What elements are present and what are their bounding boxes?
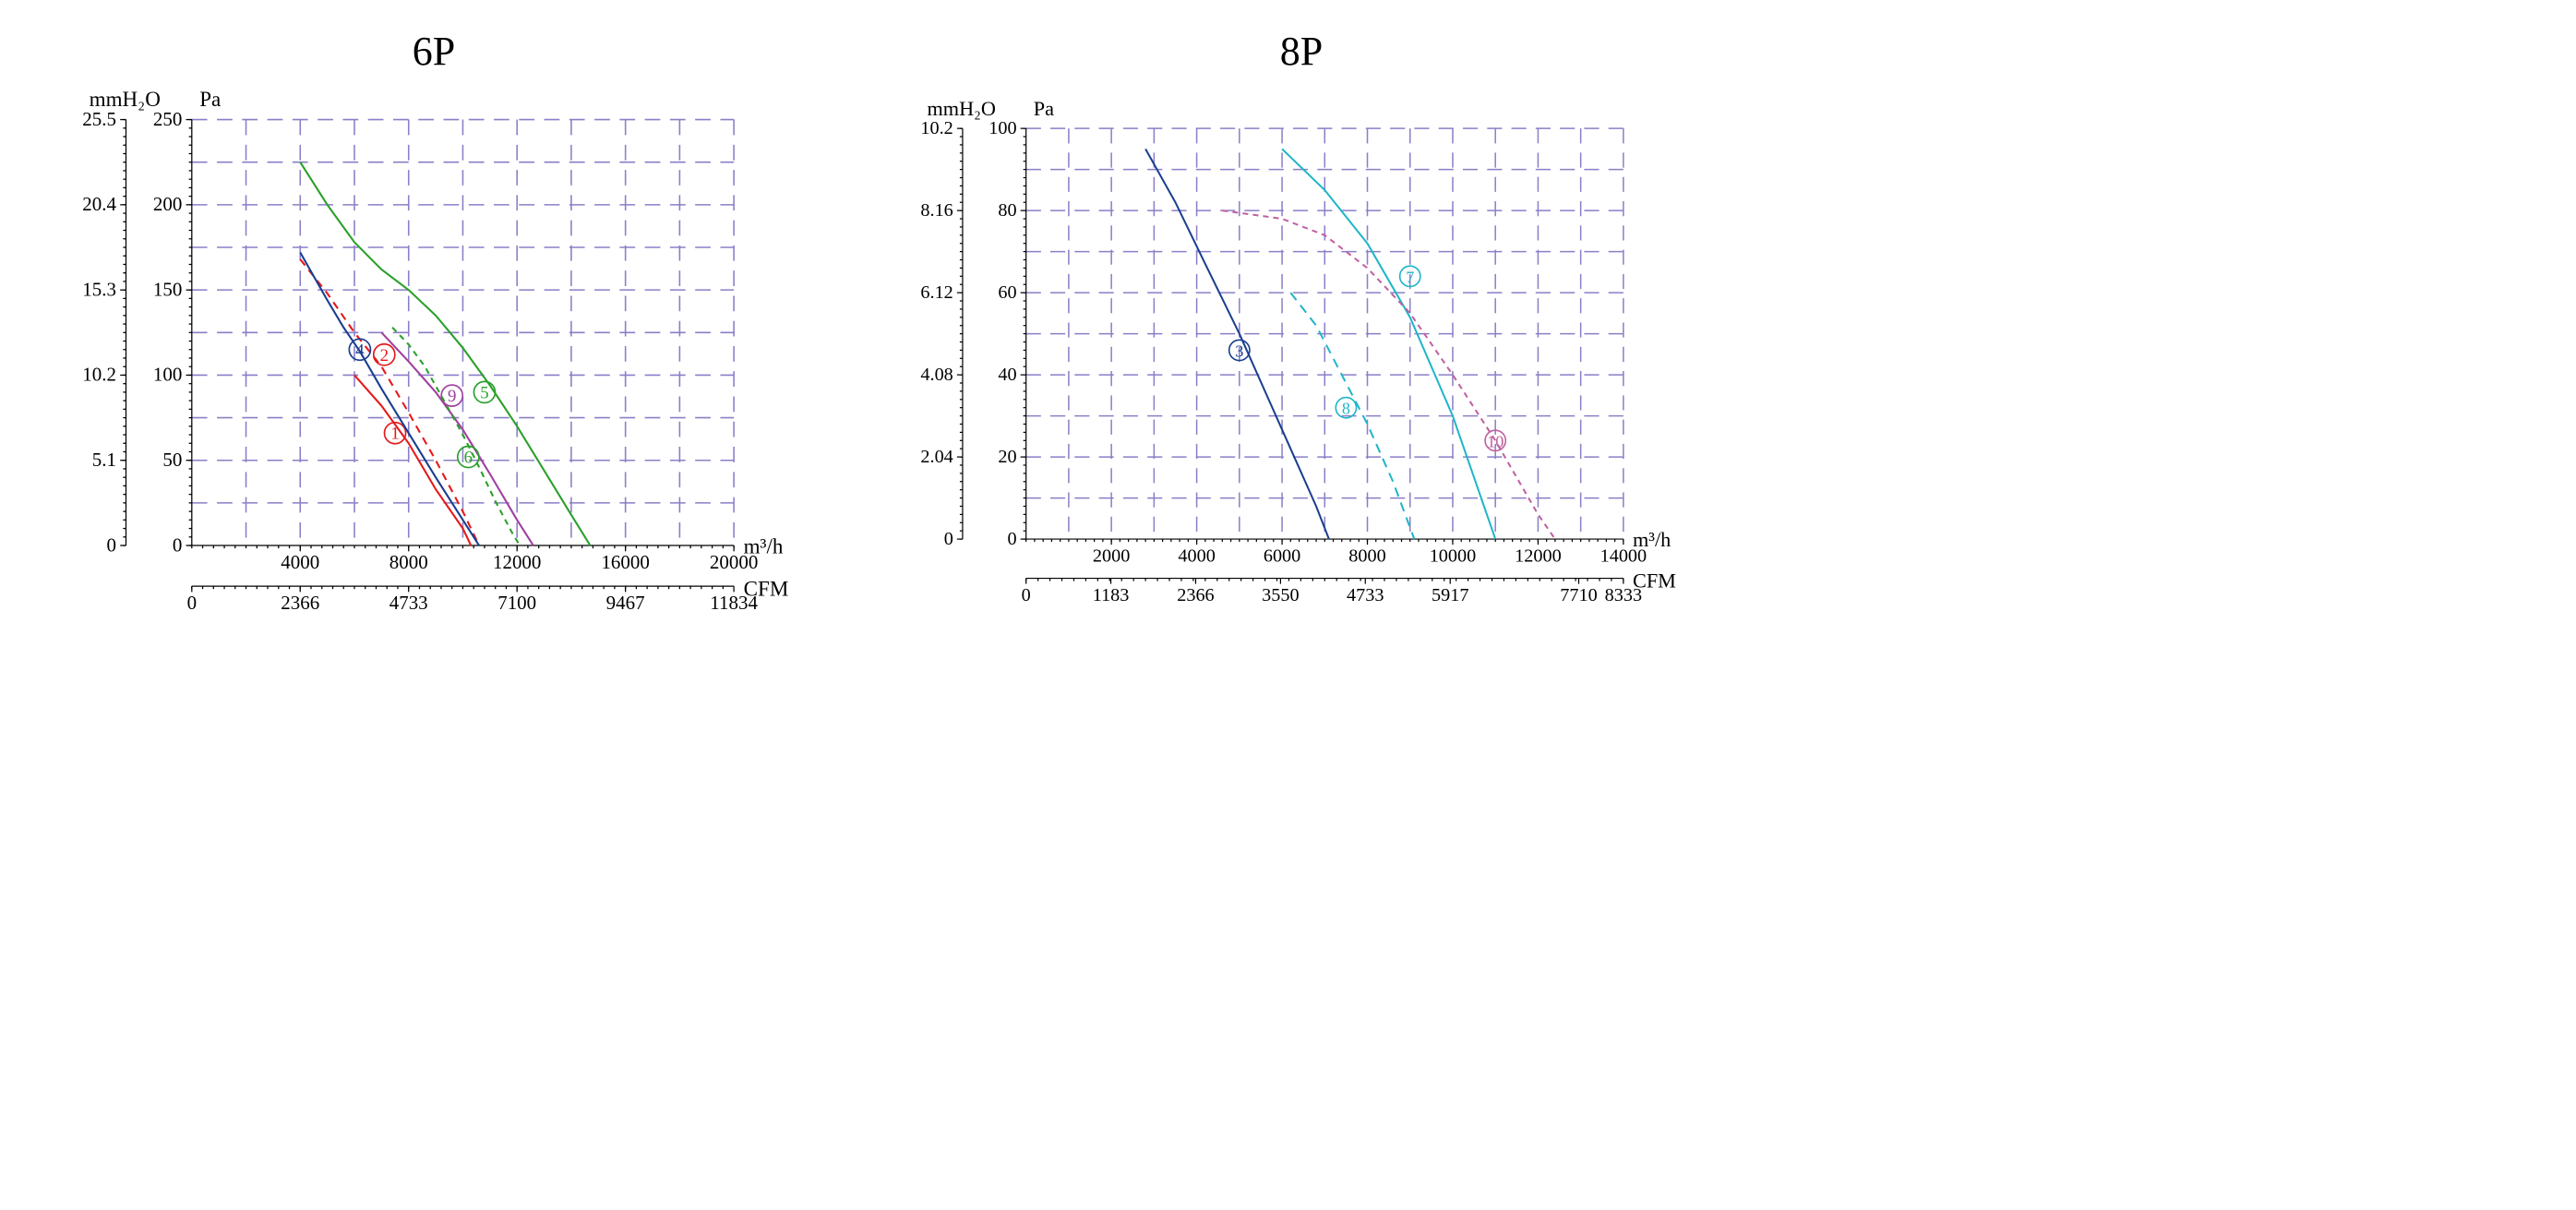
svg-text:0: 0	[944, 529, 953, 549]
svg-text:5.1: 5.1	[92, 449, 116, 471]
svg-text:10: 10	[1487, 432, 1504, 450]
svg-text:150: 150	[153, 278, 182, 300]
svg-text:2366: 2366	[1177, 585, 1214, 605]
svg-text:4733: 4733	[389, 592, 428, 614]
svg-text:250: 250	[153, 108, 182, 130]
svg-text:3550: 3550	[1262, 585, 1299, 605]
svg-text:8000: 8000	[1348, 545, 1385, 566]
svg-text:8000: 8000	[389, 551, 428, 573]
svg-text:10.2: 10.2	[82, 364, 116, 386]
svg-text:CFM: CFM	[1633, 569, 1676, 593]
svg-text:3: 3	[1235, 341, 1243, 360]
svg-text:12000: 12000	[1515, 545, 1562, 566]
svg-text:2366: 2366	[281, 592, 319, 614]
svg-text:100: 100	[988, 118, 1016, 138]
svg-text:1: 1	[390, 425, 399, 444]
svg-text:mmH₂O: mmH₂O	[927, 97, 995, 120]
svg-text:10000: 10000	[1430, 545, 1477, 566]
chart-8p-svg: 02040608010002.044.086.128.1610.22000400…	[886, 80, 1717, 653]
page: 6P 05010015020025005.110.215.320.425.540…	[0, 0, 2576, 685]
svg-text:CFM: CFM	[744, 577, 789, 601]
svg-text:4: 4	[355, 341, 365, 360]
svg-text:6.12: 6.12	[920, 282, 953, 303]
svg-text:Pa: Pa	[199, 87, 221, 111]
svg-text:20: 20	[998, 447, 1016, 467]
svg-text:Pa: Pa	[1034, 97, 1054, 120]
svg-text:0: 0	[1007, 529, 1016, 549]
svg-text:4733: 4733	[1347, 585, 1384, 605]
svg-text:6: 6	[464, 449, 473, 468]
svg-text:50: 50	[162, 449, 182, 471]
svg-text:40: 40	[998, 365, 1016, 385]
svg-text:4.08: 4.08	[920, 365, 953, 385]
chart-8p: 8P 02040608010002.044.086.128.1610.22000…	[886, 28, 1717, 657]
svg-text:15.3: 15.3	[82, 278, 116, 300]
svg-text:m³/h: m³/h	[744, 533, 784, 557]
svg-text:5917: 5917	[1432, 585, 1468, 605]
svg-text:8.16: 8.16	[920, 200, 953, 221]
svg-text:4000: 4000	[281, 551, 319, 573]
svg-text:7100: 7100	[497, 592, 536, 614]
svg-text:9: 9	[448, 387, 456, 406]
svg-text:0: 0	[173, 533, 182, 556]
svg-text:1183: 1183	[1093, 585, 1130, 605]
svg-text:m³/h: m³/h	[1633, 528, 1671, 551]
svg-text:2000: 2000	[1093, 545, 1130, 566]
svg-text:2.04: 2.04	[920, 447, 953, 467]
svg-text:2: 2	[380, 346, 389, 365]
svg-text:6000: 6000	[1264, 545, 1300, 566]
svg-text:16000: 16000	[601, 551, 649, 573]
svg-text:25.5: 25.5	[82, 108, 116, 130]
chart-6p-svg: 05010015020025005.110.215.320.425.540008…	[37, 80, 831, 653]
svg-text:7710: 7710	[1560, 585, 1597, 605]
svg-text:200: 200	[153, 193, 182, 215]
svg-text:0: 0	[187, 592, 197, 614]
svg-text:0: 0	[1022, 585, 1031, 605]
svg-text:4000: 4000	[1178, 545, 1215, 566]
svg-text:10.2: 10.2	[920, 118, 953, 138]
svg-text:7: 7	[1406, 268, 1414, 286]
svg-text:0: 0	[107, 533, 116, 556]
svg-text:20.4: 20.4	[82, 193, 116, 215]
svg-text:8: 8	[1342, 400, 1350, 418]
chart-6p: 6P 05010015020025005.110.215.320.425.540…	[37, 28, 831, 657]
chart-6p-title: 6P	[37, 28, 831, 75]
svg-text:5: 5	[480, 383, 488, 402]
chart-8p-title: 8P	[886, 28, 1717, 75]
svg-text:mmH₂O: mmH₂O	[90, 87, 161, 111]
svg-text:12000: 12000	[493, 551, 541, 573]
svg-text:80: 80	[998, 200, 1016, 221]
svg-text:60: 60	[998, 282, 1016, 303]
svg-text:9467: 9467	[606, 592, 645, 614]
svg-text:100: 100	[153, 364, 182, 386]
